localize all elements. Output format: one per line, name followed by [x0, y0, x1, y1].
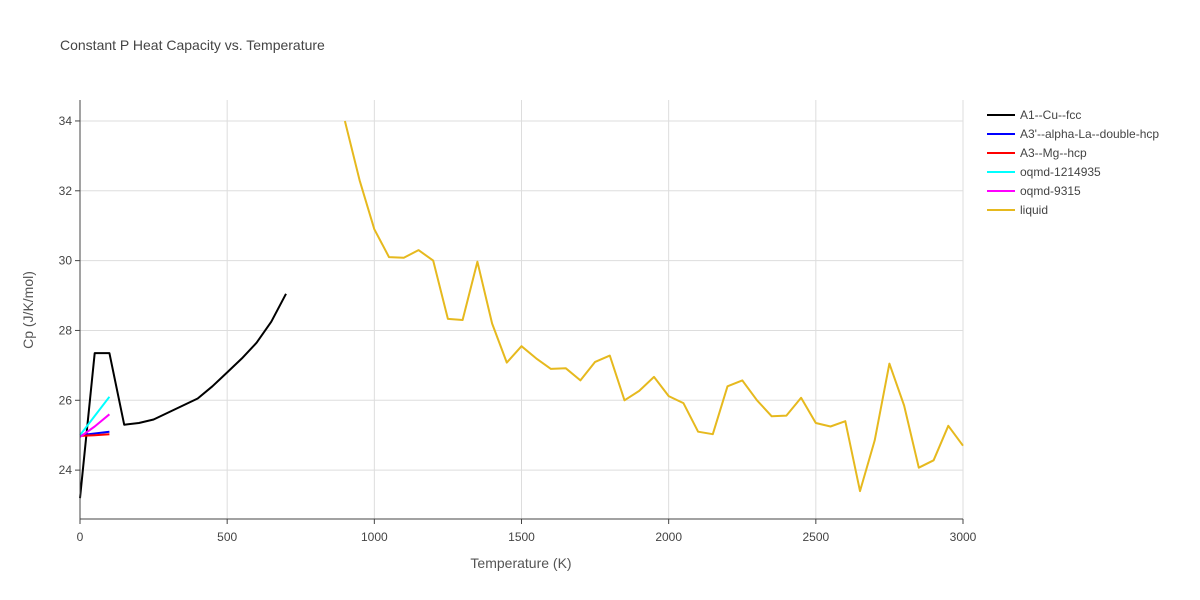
y-tick-label: 24: [59, 463, 73, 477]
legend-label: liquid: [1020, 203, 1048, 217]
series-line-3: [79, 396, 111, 436]
chart-title: Constant P Heat Capacity vs. Temperature: [60, 37, 325, 53]
grid-lines: [80, 100, 964, 519]
x-tick-label: 3000: [950, 530, 977, 544]
y-tick-label: 34: [59, 114, 73, 128]
x-tick-label: 2000: [655, 530, 682, 544]
series-line-5: [343, 120, 964, 493]
legend-label: oqmd-9315: [1020, 184, 1081, 198]
x-axis-title: Temperature (K): [470, 555, 571, 571]
legend: A1--Cu--fcc A3'--alpha-La--double-hcp A3--…: [987, 108, 1159, 217]
x-tick-label: 1000: [361, 530, 388, 544]
y-tick-label: 30: [59, 254, 73, 268]
series-lines: [79, 120, 964, 499]
legend-label: oqmd-1214935: [1020, 165, 1101, 179]
legend-label: A3'--alpha-La--double-hcp: [1020, 127, 1159, 141]
y-tick-label: 26: [59, 393, 73, 407]
legend-label: A1--Cu--fcc: [1020, 108, 1081, 122]
y-axis-title: Cp (J/K/mol): [20, 271, 36, 349]
series-line-2: [79, 433, 110, 437]
x-tick-label: 0: [77, 530, 84, 544]
axes: 0 500 1000 1500 2000 2500 3000 24 26 28 30 32 34: [59, 100, 977, 544]
x-tick-label: 1500: [508, 530, 535, 544]
y-tick-label: 32: [59, 184, 73, 198]
x-tick-label: 2500: [802, 530, 829, 544]
legend-label: A3--Mg--hcp: [1020, 146, 1087, 160]
series-line-0: [79, 293, 287, 499]
y-tick-label: 28: [59, 323, 73, 337]
x-tick-label: 500: [217, 530, 237, 544]
series-line-4: [79, 413, 111, 438]
